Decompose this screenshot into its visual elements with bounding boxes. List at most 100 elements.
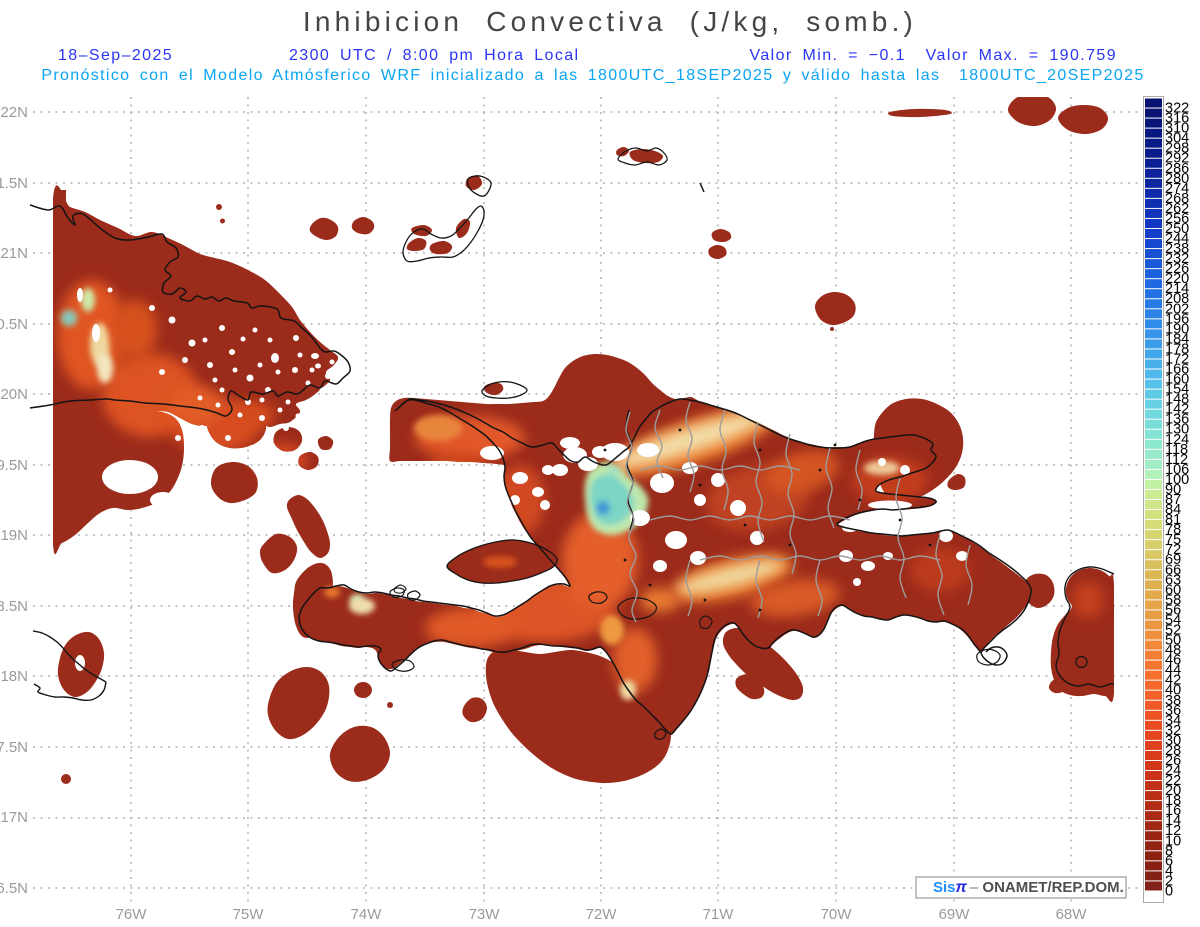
- svg-text:2300 UTC / 8:00 pm Hora Local: 2300 UTC / 8:00 pm Hora Local: [289, 47, 580, 64]
- svg-text:26: 26: [1165, 753, 1181, 769]
- svg-text:38: 38: [1165, 693, 1181, 709]
- svg-text:42: 42: [1165, 673, 1181, 689]
- svg-text:16: 16: [1165, 803, 1181, 819]
- svg-text:316: 316: [1165, 111, 1189, 127]
- svg-text:73W: 73W: [469, 906, 501, 923]
- svg-text:18–Sep–2025: 18–Sep–2025: [58, 47, 173, 64]
- svg-text:310: 310: [1165, 121, 1189, 137]
- svg-text:46: 46: [1165, 653, 1181, 669]
- svg-text:250: 250: [1165, 221, 1189, 237]
- svg-text:90: 90: [1165, 482, 1181, 498]
- svg-text:9.5N: 9.5N: [0, 457, 28, 474]
- svg-text:20N: 20N: [0, 386, 28, 403]
- svg-text:22N: 22N: [0, 104, 28, 121]
- svg-text:32: 32: [1165, 723, 1181, 739]
- svg-text:196: 196: [1165, 311, 1189, 327]
- svg-text:18: 18: [1165, 793, 1181, 809]
- svg-text:19N: 19N: [0, 527, 28, 544]
- svg-text:6.5N: 6.5N: [0, 880, 28, 897]
- svg-text:36: 36: [1165, 703, 1181, 719]
- svg-text:81: 81: [1165, 512, 1181, 528]
- svg-text:69: 69: [1165, 552, 1181, 568]
- svg-text:0: 0: [1165, 884, 1173, 900]
- svg-text:71W: 71W: [703, 906, 735, 923]
- svg-text:72: 72: [1165, 542, 1181, 558]
- svg-text:Sisπ – ONAMET/REP.DOM.: Sisπ – ONAMET/REP.DOM.: [933, 879, 1124, 896]
- svg-text:202: 202: [1165, 301, 1189, 317]
- svg-text:142: 142: [1165, 402, 1189, 418]
- svg-text:274: 274: [1165, 181, 1189, 197]
- svg-text:148: 148: [1165, 392, 1189, 408]
- svg-text:74W: 74W: [351, 906, 383, 923]
- svg-text:44: 44: [1165, 663, 1181, 679]
- svg-text:24: 24: [1165, 763, 1181, 779]
- svg-text:70W: 70W: [821, 906, 853, 923]
- svg-text:30: 30: [1165, 733, 1181, 749]
- svg-text:54: 54: [1165, 612, 1181, 628]
- svg-text:172: 172: [1165, 352, 1189, 368]
- svg-text:12: 12: [1165, 823, 1181, 839]
- svg-text:34: 34: [1165, 713, 1181, 729]
- svg-text:298: 298: [1165, 141, 1189, 157]
- svg-text:10: 10: [1165, 833, 1181, 849]
- svg-text:60: 60: [1165, 582, 1181, 598]
- svg-text:18N: 18N: [0, 668, 28, 685]
- svg-text:136: 136: [1165, 412, 1189, 428]
- svg-text:220: 220: [1165, 271, 1189, 287]
- svg-text:4: 4: [1165, 863, 1173, 879]
- svg-text:17N: 17N: [0, 809, 28, 826]
- svg-text:268: 268: [1165, 191, 1189, 207]
- svg-text:238: 238: [1165, 241, 1189, 257]
- svg-text:304: 304: [1165, 131, 1189, 147]
- svg-text:112: 112: [1165, 452, 1188, 468]
- svg-text:226: 226: [1165, 261, 1189, 277]
- svg-text:124: 124: [1165, 432, 1189, 448]
- svg-text:7.5N: 7.5N: [0, 739, 28, 756]
- svg-text:214: 214: [1165, 281, 1189, 297]
- svg-text:78: 78: [1165, 522, 1181, 538]
- svg-text:118: 118: [1165, 442, 1188, 458]
- svg-text:106: 106: [1165, 462, 1189, 478]
- svg-text:292: 292: [1165, 151, 1189, 167]
- svg-text:75W: 75W: [233, 906, 265, 923]
- svg-text:48: 48: [1165, 643, 1181, 659]
- svg-text:100: 100: [1165, 472, 1189, 488]
- svg-text:322: 322: [1165, 101, 1189, 117]
- svg-text:76W: 76W: [116, 906, 148, 923]
- svg-text:28: 28: [1165, 743, 1181, 759]
- svg-text:2: 2: [1165, 873, 1173, 889]
- svg-text:190: 190: [1165, 321, 1189, 337]
- svg-text:22: 22: [1165, 773, 1181, 789]
- svg-text:1.5N: 1.5N: [0, 175, 28, 192]
- svg-text:58: 58: [1165, 592, 1181, 608]
- svg-text:75: 75: [1165, 532, 1181, 548]
- svg-text:56: 56: [1165, 602, 1181, 618]
- svg-text:84: 84: [1165, 502, 1181, 518]
- svg-text:69W: 69W: [939, 906, 971, 923]
- svg-text:40: 40: [1165, 683, 1181, 699]
- svg-text:262: 262: [1165, 201, 1189, 217]
- svg-text:286: 286: [1165, 161, 1189, 177]
- svg-text:166: 166: [1165, 362, 1189, 378]
- svg-text:8.5N: 8.5N: [0, 598, 28, 615]
- svg-text:160: 160: [1165, 372, 1189, 388]
- svg-text:14: 14: [1165, 813, 1181, 829]
- svg-text:Pronóstico con el Modelo Atmós: Pronóstico con el Modelo Atmósferico WRF…: [41, 67, 1144, 84]
- svg-text:50: 50: [1165, 633, 1181, 649]
- svg-text:0.5N: 0.5N: [0, 316, 28, 333]
- svg-text:52: 52: [1165, 623, 1181, 639]
- svg-text:68W: 68W: [1056, 906, 1088, 923]
- svg-text:8: 8: [1165, 843, 1173, 859]
- svg-text:232: 232: [1165, 251, 1189, 267]
- svg-text:130: 130: [1165, 422, 1189, 438]
- svg-text:20: 20: [1165, 783, 1181, 799]
- svg-text:280: 280: [1165, 171, 1189, 187]
- svg-text:6: 6: [1165, 853, 1173, 869]
- svg-text:154: 154: [1165, 382, 1189, 398]
- svg-text:Inhibicion Convectiva (J/kg, s: Inhibicion Convectiva (J/kg, somb.): [303, 6, 917, 37]
- svg-text:21N: 21N: [0, 245, 28, 262]
- svg-text:256: 256: [1165, 211, 1189, 227]
- svg-text:72W: 72W: [586, 906, 618, 923]
- svg-text:87: 87: [1165, 492, 1181, 508]
- svg-text:178: 178: [1165, 341, 1189, 357]
